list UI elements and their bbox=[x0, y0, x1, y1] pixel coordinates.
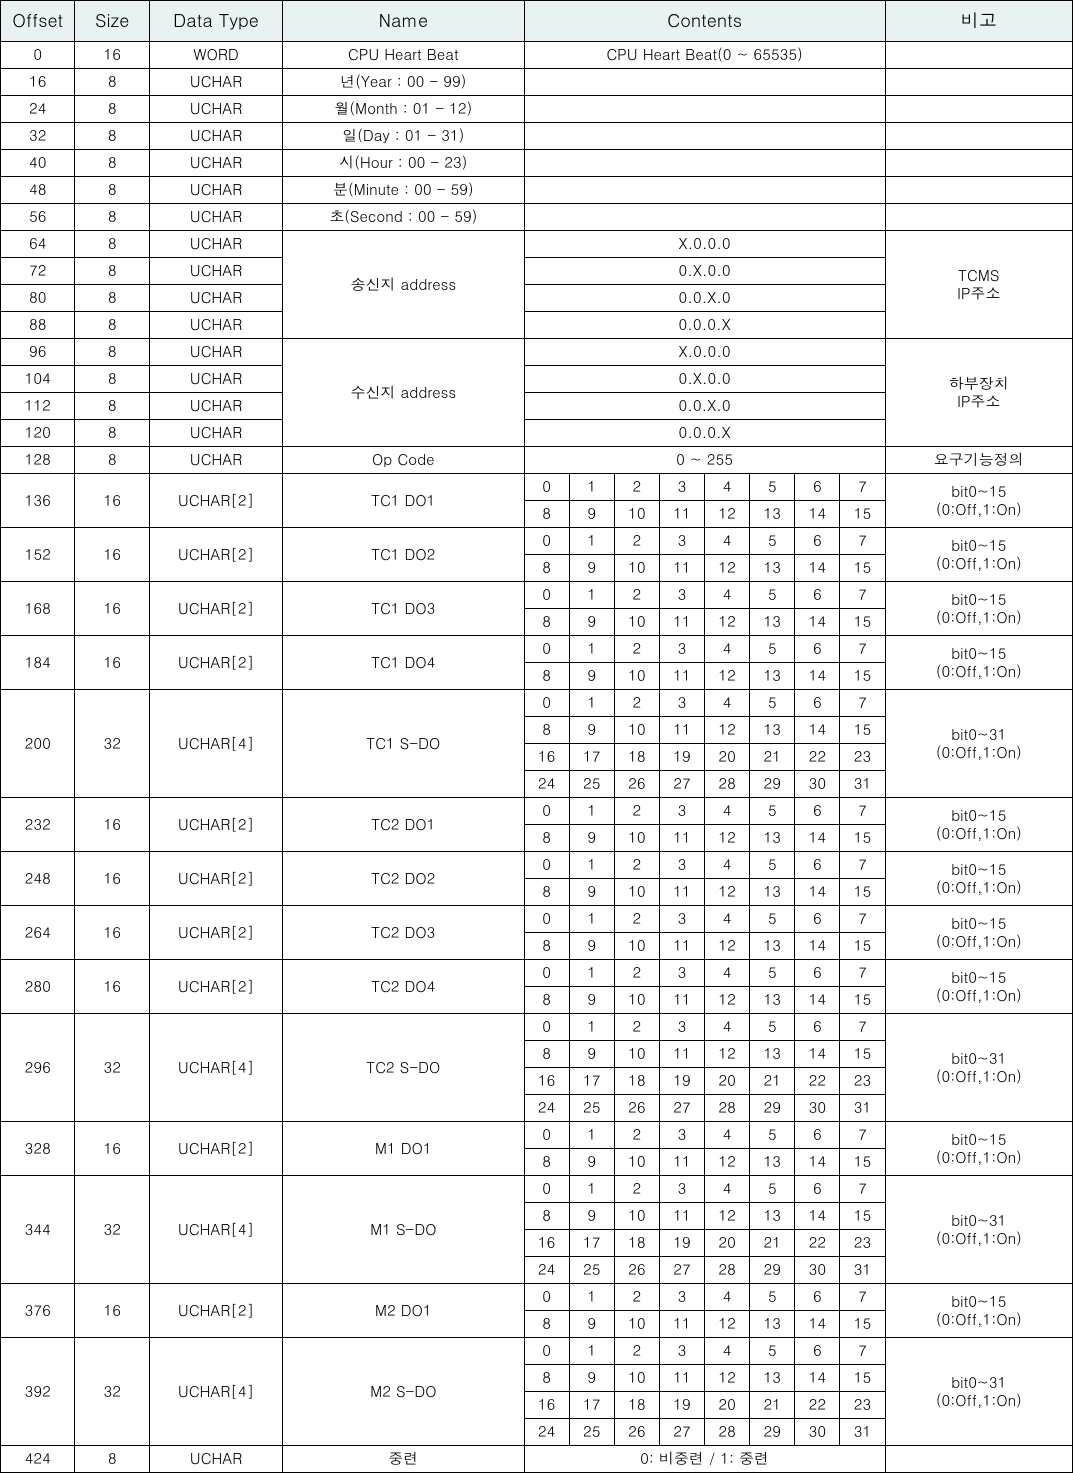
table-row: 568UCHAR초(Second : 00 - 59) bbox=[1, 204, 1073, 231]
hdr-name: Name bbox=[283, 1, 524, 42]
table-row: 23216UCHAR[2]TC2 DO101234567bit0~15(0:Of… bbox=[1, 798, 1073, 825]
table-row: 13616UCHAR[2]TC1 DO1 01234567 bit0~15(0:… bbox=[1, 474, 1073, 501]
table-row: 28016UCHAR[2]TC2 DO401234567bit0~15(0:Of… bbox=[1, 960, 1073, 987]
table-row: 37616UCHAR[2]M2 DO101234567bit0~15(0:Off… bbox=[1, 1284, 1073, 1311]
table-row: 1288UCHAROp Code0 ~ 255요구기능정의 bbox=[1, 447, 1073, 474]
bit-remark: bit0~31(0:Off,1:On) bbox=[885, 1338, 1072, 1446]
bit-remark: bit0~15(0:Off,1:On) bbox=[885, 906, 1072, 960]
table-row: 15216UCHAR[2]TC1 DO201234567bit0~15(0:Of… bbox=[1, 528, 1073, 555]
table-row: 24816UCHAR[2]TC2 DO201234567bit0~15(0:Of… bbox=[1, 852, 1073, 879]
table-row: 20032UCHAR[4]TC1 S-DO01234567bit0~31(0:O… bbox=[1, 690, 1073, 717]
table-row: 34432UCHAR[4]M1 S-DO01234567bit0~31(0:Of… bbox=[1, 1176, 1073, 1203]
bit-remark: bit0~15(0:Off,1:On) bbox=[885, 798, 1072, 852]
sender-address-name: 송신지 address bbox=[283, 231, 524, 339]
hdr-offset: Offset bbox=[1, 1, 75, 42]
bit-remark: bit0~15(0:Off,1:On) bbox=[885, 528, 1072, 582]
hdr-contents: Contents bbox=[524, 1, 885, 42]
table-row: 0 16 WORD CPU Heart Beat CPU Heart Beat(… bbox=[1, 42, 1073, 69]
packet-spec-table: Offset Size Data Type Name Contents 비고 0… bbox=[0, 0, 1073, 1473]
header-row: Offset Size Data Type Name Contents 비고 bbox=[1, 1, 1073, 42]
hdr-size: Size bbox=[75, 1, 149, 42]
receiver-address-remark: 하부장치IP주소 bbox=[885, 339, 1072, 447]
bit-remark: bit0~15(0:Off,1:On) bbox=[885, 636, 1072, 690]
hdr-type: Data Type bbox=[149, 1, 282, 42]
table-row: 248UCHAR월(Month : 01 - 12) bbox=[1, 96, 1073, 123]
bit-remark: bit0~15(0:Off,1:On) bbox=[885, 1284, 1072, 1338]
table-row: 328UCHAR일(Day : 01 - 31) bbox=[1, 123, 1073, 150]
table-row: 408UCHAR시(Hour : 00 - 23) bbox=[1, 150, 1073, 177]
bit-remark: bit0~15(0:Off,1:On) bbox=[885, 474, 1072, 528]
bit-remark: bit0~15(0:Off,1:On) bbox=[885, 960, 1072, 1014]
table-row: 29632UCHAR[4]TC2 S-DO01234567bit0~31(0:O… bbox=[1, 1014, 1073, 1041]
table-row: 26416UCHAR[2]TC2 DO301234567bit0~15(0:Of… bbox=[1, 906, 1073, 933]
table-row: 32816UCHAR[2]M1 DO101234567bit0~15(0:Off… bbox=[1, 1122, 1073, 1149]
table-row: 4248UCHAR중련0: 비중련 / 1: 중련 bbox=[1, 1446, 1073, 1473]
bit-remark: bit0~31(0:Off,1:On) bbox=[885, 1176, 1072, 1284]
bit-remark: bit0~15(0:Off,1:On) bbox=[885, 582, 1072, 636]
table-row: 168UCHAR년(Year : 00 - 99) bbox=[1, 69, 1073, 96]
bit-remark: bit0~31(0:Off,1:On) bbox=[885, 690, 1072, 798]
bit-remark: bit0~15(0:Off,1:On) bbox=[885, 852, 1072, 906]
table-row: 968UCHAR 수신지 address X.0.0.0 하부장치IP주소 bbox=[1, 339, 1073, 366]
bit-remark: bit0~31(0:Off,1:On) bbox=[885, 1014, 1072, 1122]
sender-address-remark: TCMSIP주소 bbox=[885, 231, 1072, 339]
receiver-address-name: 수신지 address bbox=[283, 339, 524, 447]
hdr-remark: 비고 bbox=[885, 1, 1072, 42]
table-row: 39232UCHAR[4]M2 S-DO01234567bit0~31(0:Of… bbox=[1, 1338, 1073, 1365]
table-row: 648UCHAR 송신지 address X.0.0.0 TCMSIP주소 bbox=[1, 231, 1073, 258]
bit-remark: bit0~15(0:Off,1:On) bbox=[885, 1122, 1072, 1176]
table-row: 18416UCHAR[2]TC1 DO401234567bit0~15(0:Of… bbox=[1, 636, 1073, 663]
table-row: 16816UCHAR[2]TC1 DO301234567bit0~15(0:Of… bbox=[1, 582, 1073, 609]
table-row: 488UCHAR분(Minute : 00 - 59) bbox=[1, 177, 1073, 204]
